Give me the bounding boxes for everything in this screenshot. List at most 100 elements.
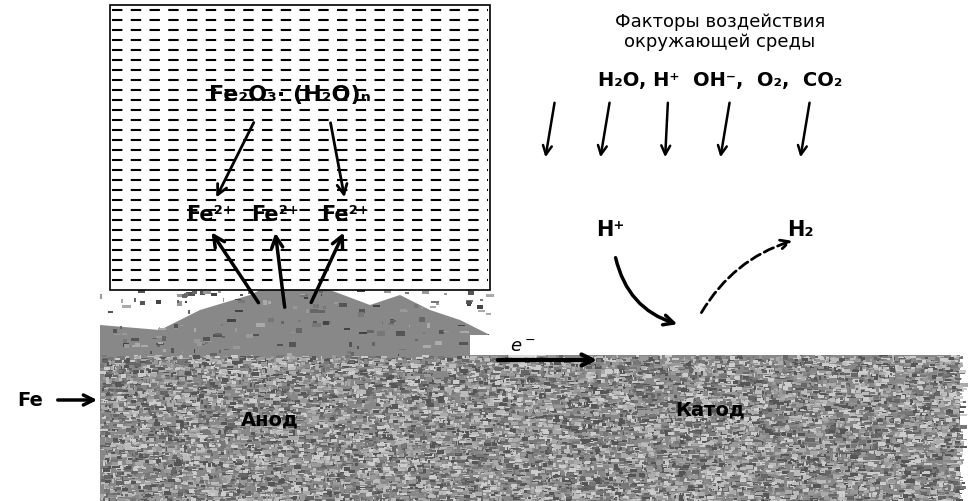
Bar — [288, 457, 289, 459]
Bar — [578, 372, 581, 373]
Bar — [142, 358, 148, 359]
Bar — [514, 438, 521, 439]
Bar — [752, 411, 754, 413]
Bar — [509, 432, 515, 434]
Bar — [628, 491, 635, 494]
Bar — [447, 498, 451, 501]
Bar — [115, 389, 119, 391]
Bar — [452, 371, 456, 374]
Bar — [224, 397, 228, 399]
Bar — [539, 486, 542, 489]
Bar — [772, 424, 780, 427]
Bar — [113, 420, 119, 422]
Bar — [508, 432, 513, 434]
Bar — [636, 409, 637, 411]
Bar — [574, 460, 581, 464]
Bar — [870, 413, 874, 416]
Bar — [931, 361, 933, 365]
Bar — [373, 395, 380, 396]
Bar — [534, 399, 538, 402]
Bar — [226, 472, 234, 473]
Bar — [471, 420, 473, 423]
Bar — [572, 483, 575, 487]
Text: $e^-$: $e^-$ — [510, 338, 535, 356]
Bar — [708, 371, 715, 373]
Bar — [399, 395, 404, 397]
Bar — [800, 397, 803, 400]
Bar — [922, 411, 924, 412]
Bar — [911, 466, 913, 469]
Bar — [952, 425, 956, 428]
Bar — [103, 388, 105, 391]
Bar — [739, 451, 742, 453]
Bar — [458, 407, 465, 409]
Bar — [842, 450, 845, 452]
Bar — [447, 369, 455, 373]
Bar — [643, 376, 648, 378]
Bar — [159, 408, 166, 410]
Bar — [524, 393, 528, 397]
Bar — [837, 366, 844, 368]
Bar — [773, 429, 780, 433]
Bar — [643, 496, 647, 498]
Bar — [826, 445, 830, 448]
Bar — [361, 475, 364, 477]
Bar — [648, 485, 656, 488]
Bar — [926, 428, 932, 432]
Bar — [417, 477, 418, 481]
Bar — [639, 421, 645, 423]
Bar — [656, 441, 661, 444]
Bar — [383, 451, 390, 453]
Bar — [380, 420, 387, 422]
Bar — [269, 479, 273, 482]
Bar — [168, 437, 175, 441]
Bar — [487, 436, 488, 439]
Bar — [227, 464, 234, 467]
Bar — [809, 491, 817, 493]
Bar — [227, 366, 234, 370]
Bar — [573, 490, 576, 494]
Bar — [539, 394, 541, 397]
Bar — [328, 446, 330, 449]
Bar — [287, 500, 293, 501]
Bar — [533, 392, 540, 393]
Bar — [280, 489, 286, 492]
Bar — [750, 482, 753, 486]
Bar — [702, 381, 705, 385]
Bar — [837, 483, 843, 485]
Bar — [229, 357, 232, 359]
Bar — [316, 386, 323, 389]
Bar — [621, 483, 628, 487]
Bar — [576, 364, 584, 366]
Bar — [339, 377, 343, 379]
Bar — [230, 376, 236, 378]
Bar — [556, 401, 563, 404]
Bar — [352, 437, 358, 438]
Bar — [868, 430, 870, 433]
Bar — [904, 470, 912, 473]
Bar — [911, 409, 914, 410]
Bar — [438, 416, 445, 419]
Bar — [278, 463, 280, 464]
Bar — [766, 483, 772, 485]
Bar — [364, 364, 367, 367]
Bar — [664, 460, 670, 463]
Bar — [262, 428, 268, 431]
Bar — [160, 375, 165, 378]
Bar — [458, 435, 461, 436]
Bar — [182, 369, 186, 370]
Bar — [481, 496, 483, 499]
Bar — [303, 429, 304, 433]
Bar — [699, 424, 701, 426]
Bar — [393, 472, 400, 473]
Bar — [253, 379, 257, 382]
Bar — [308, 396, 313, 399]
Bar — [840, 475, 844, 476]
Bar — [682, 446, 685, 447]
Bar — [642, 419, 648, 421]
Bar — [129, 410, 132, 414]
Bar — [188, 422, 190, 425]
Bar — [254, 444, 255, 447]
Bar — [242, 401, 249, 404]
Bar — [959, 441, 963, 444]
